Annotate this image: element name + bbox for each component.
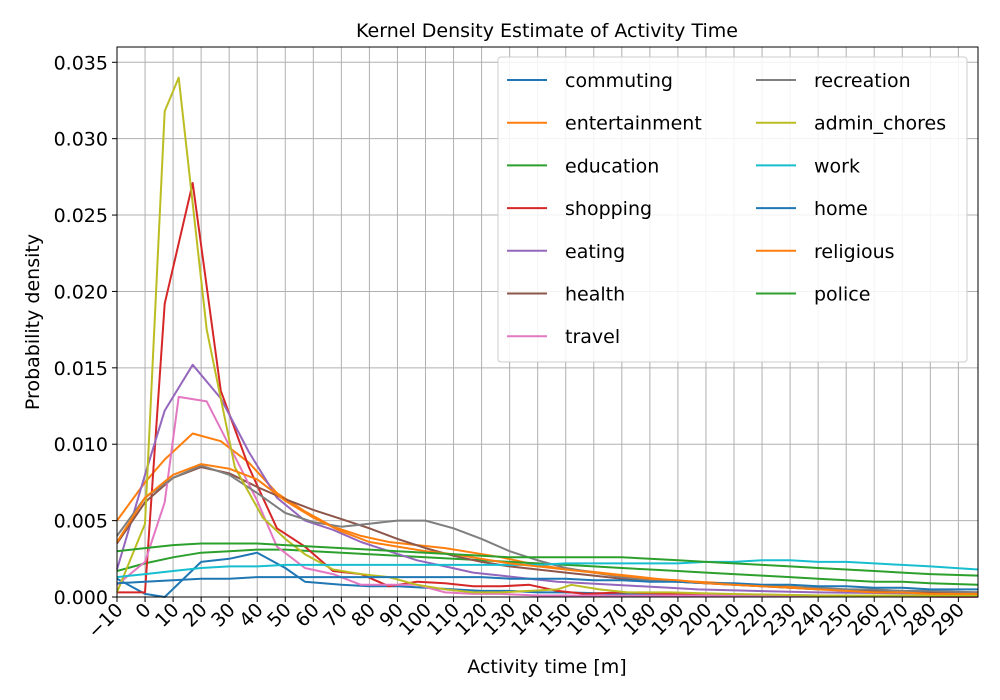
legend-label: admin_chores <box>814 113 946 135</box>
series-line-admin-chores <box>116 76 978 597</box>
legend-item-commuting: commuting <box>507 70 673 92</box>
legend-label: work <box>814 155 860 177</box>
series-lines <box>116 76 979 598</box>
legend-item-eating: eating <box>507 241 625 263</box>
x-tick-label-30: 290 <box>928 599 969 640</box>
legend-label: entertainment <box>565 113 702 135</box>
series-line-home <box>116 576 978 591</box>
legend-item-shopping: shopping <box>507 198 652 220</box>
series-line-religious <box>116 463 978 595</box>
legend-item-police: police <box>756 284 870 306</box>
y-tick-label-6: 0.030 <box>54 129 108 151</box>
series-line-police <box>116 542 979 577</box>
legend-item-health: health <box>507 284 625 306</box>
chart-title: Kernel Density Estimate of Activity Time <box>356 20 738 42</box>
legend-item-work: work <box>756 155 860 177</box>
legend-item-admin-chores: admin_chores <box>756 113 946 135</box>
x-axis-ticks: −10 0102030405060708090100110120130140150… <box>84 597 969 643</box>
y-axis-title: Probability density <box>22 234 44 410</box>
legend-item-travel: travel <box>507 326 620 348</box>
series-line-recreation <box>116 464 979 594</box>
legend-label: eating <box>565 241 625 263</box>
legend-item-religious: religious <box>756 241 895 263</box>
legend: commuting entertainment education shopping e… <box>497 56 968 363</box>
legend-label: home <box>814 198 868 220</box>
y-tick-label-1: 0.005 <box>54 511 108 533</box>
legend-label: health <box>565 284 625 306</box>
y-tick-label-3: 0.015 <box>54 358 108 380</box>
legend-label: travel <box>565 326 620 348</box>
y-axis-ticks: 0.000 0.005 0.010 0.015 0.020 0.025 0.030 0.035 <box>54 52 117 609</box>
legend-label: shopping <box>565 198 652 220</box>
series-line-travel <box>116 395 979 598</box>
y-tick-label-0: 0.000 <box>54 587 108 609</box>
y-tick-label-4: 0.020 <box>54 281 108 303</box>
legend-item-education: education <box>507 155 659 177</box>
legend-item-home: home <box>756 198 868 220</box>
legend-label: police <box>814 284 870 306</box>
y-tick-label-5: 0.025 <box>54 205 108 227</box>
legend-label: education <box>565 155 659 177</box>
series-line-work <box>116 559 979 579</box>
y-tick-label-2: 0.010 <box>54 434 108 456</box>
x-tick-label-1: 0 <box>131 599 155 623</box>
plot-frame <box>116 46 979 598</box>
legend-item-entertainment: entertainment <box>507 113 702 135</box>
legend-item-recreation: recreation <box>756 70 911 92</box>
y-tick-label-7: 0.035 <box>54 52 108 74</box>
legend-label: recreation <box>814 70 911 92</box>
legend-label: religious <box>814 241 895 263</box>
legend-box <box>497 56 968 363</box>
x-axis-title: Activity time [m] <box>467 656 626 678</box>
legend-label: commuting <box>565 70 673 92</box>
series-line-education <box>116 548 979 586</box>
